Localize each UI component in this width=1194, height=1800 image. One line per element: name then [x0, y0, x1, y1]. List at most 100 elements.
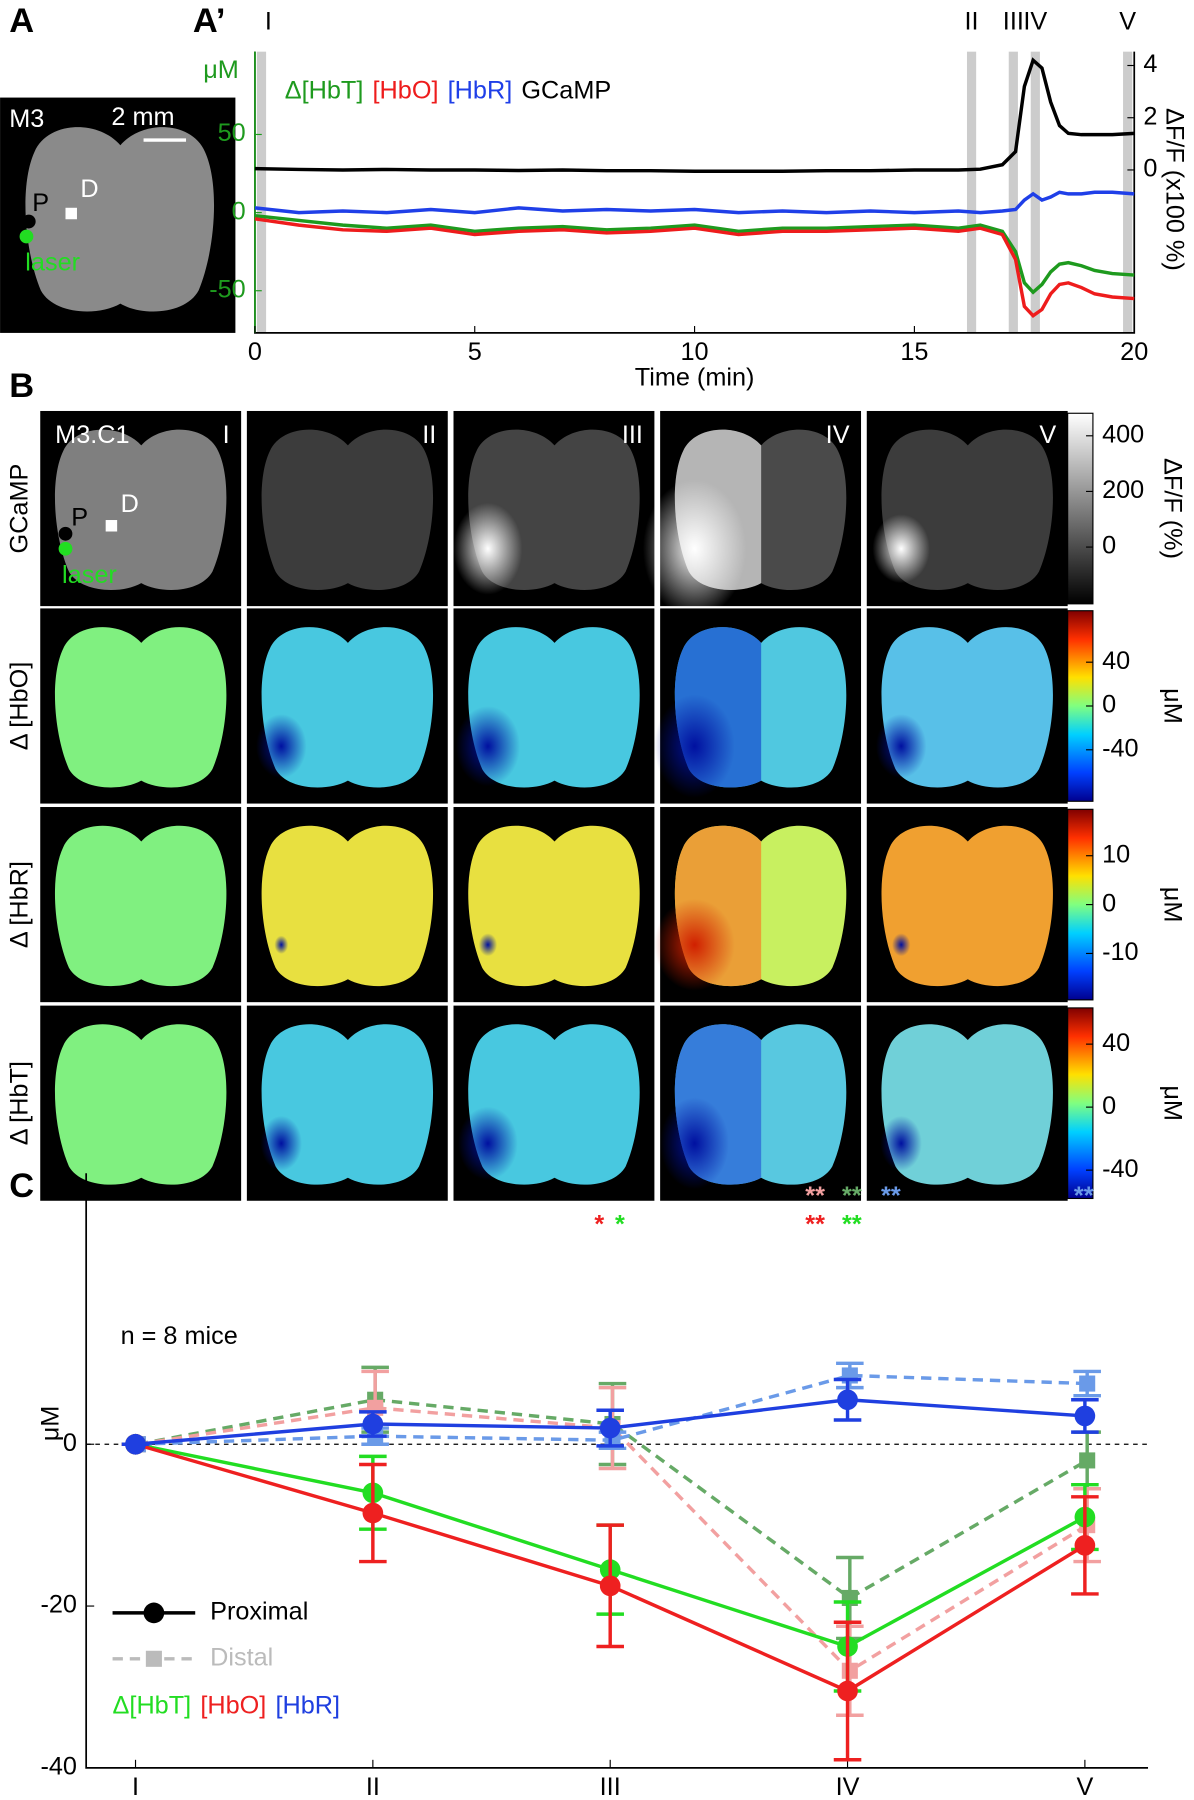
- significance: **: [881, 1182, 901, 1210]
- y-axis-label: μM: [36, 1406, 64, 1442]
- y2-axis-label: ΔF/F (x100 %): [1161, 108, 1189, 271]
- x-tick-label: 0: [248, 338, 262, 366]
- epoch-label: V: [1119, 8, 1136, 36]
- colorbar-label: μM: [1158, 688, 1186, 724]
- colorbar: [1067, 1007, 1094, 1200]
- y-tick-label: -40: [40, 1753, 76, 1781]
- brain-map: [54, 1024, 227, 1185]
- trace: [254, 190, 1135, 215]
- panel-label: A: [9, 2, 34, 40]
- colorbar-tick-label: -40: [1102, 734, 1139, 762]
- row-label: Δ [HbO]: [5, 662, 33, 750]
- colorbar-tick-label: 0: [1102, 1092, 1116, 1120]
- row-label: GCaMP: [5, 464, 33, 554]
- activation-spot: [453, 502, 523, 595]
- x-tick-label: I: [132, 1773, 139, 1800]
- activation-spot: [660, 1097, 730, 1190]
- epoch-band: [966, 51, 977, 333]
- mouse-id: M3: [9, 105, 44, 133]
- x-tick-label: IV: [836, 1773, 860, 1800]
- column-label: IV: [826, 421, 850, 449]
- scale-label: 2 mm: [111, 103, 174, 131]
- colorbar: [1067, 412, 1094, 605]
- significance: **: [842, 1211, 862, 1239]
- point-label: P: [71, 504, 88, 532]
- column-label: III: [622, 421, 643, 449]
- brain-map: [261, 429, 434, 591]
- column-label: I: [223, 421, 230, 449]
- x-tick-label: 20: [1120, 338, 1148, 366]
- colorbar-tick-label: 40: [1102, 1029, 1130, 1057]
- y2-tick-label: 0: [1143, 155, 1157, 183]
- x-tick-label: III: [600, 1773, 621, 1800]
- activation-spot: [872, 514, 930, 584]
- colorbar-tick-label: -40: [1102, 1155, 1139, 1183]
- point-label: laser: [62, 561, 117, 589]
- point-label: D: [121, 490, 139, 518]
- proximal-marker: [837, 1389, 858, 1411]
- row-label: Δ [HbR]: [5, 861, 33, 948]
- brain-map: [54, 825, 227, 987]
- axis-frame: [85, 1173, 1149, 1769]
- distal-marker: [841, 1662, 858, 1679]
- brain-map: [261, 825, 434, 987]
- colorbar-tick-label: -10: [1102, 938, 1139, 966]
- proximal-marker: [599, 1575, 621, 1597]
- y2-tick-label: 4: [1143, 50, 1157, 78]
- proximal-marker: [362, 1413, 384, 1435]
- legend-style: Distal: [210, 1643, 273, 1671]
- note: n = 8 mice: [121, 1322, 238, 1350]
- legend-entry: Δ[HbT]: [285, 77, 364, 105]
- activation-spot: [256, 714, 307, 779]
- point-d: [105, 520, 118, 532]
- x-tick-label: 15: [900, 338, 928, 366]
- proximal-marker: [1074, 1405, 1096, 1427]
- trace: [254, 57, 1135, 173]
- epoch-label: II: [965, 8, 979, 36]
- proximal-marker: [837, 1680, 858, 1702]
- colorbar-tick-label: 200: [1102, 476, 1144, 504]
- legend-entry: [HbR]: [275, 1692, 340, 1720]
- x-tick-label: 10: [681, 338, 709, 366]
- brain-map: [54, 627, 227, 788]
- y-tick-label: 50: [218, 119, 246, 147]
- colorbar-tick-label: 400: [1102, 420, 1144, 448]
- activation-spot: [654, 898, 735, 991]
- brain-outline: [25, 127, 215, 312]
- legend-marker: [143, 1602, 165, 1624]
- legend-entry: [HbO]: [200, 1692, 266, 1720]
- colorbar-label: ΔF/F (%): [1158, 458, 1186, 559]
- activation-spot: [654, 694, 735, 798]
- panel-label: C: [9, 1167, 34, 1205]
- distal-marker: [1079, 1452, 1096, 1469]
- colorbar-tick-label: 0: [1102, 532, 1116, 560]
- laser-point: [19, 229, 34, 244]
- panel-label: A’: [193, 2, 226, 40]
- epoch-label: I: [265, 8, 272, 36]
- x-tick-label: V: [1076, 1773, 1093, 1800]
- colorbar-label: μM: [1158, 887, 1186, 923]
- epoch-band: [256, 51, 267, 333]
- x-tick-label: II: [366, 1773, 380, 1800]
- distal-line: [137, 1398, 1089, 1601]
- x-axis-label: Time (min): [635, 363, 755, 391]
- activation-spot: [274, 935, 289, 954]
- y-tick-label: 0: [63, 1429, 77, 1457]
- point-d: [65, 207, 77, 220]
- column-label: V: [1039, 421, 1056, 449]
- point-label: P: [32, 189, 49, 217]
- distal-marker: [1079, 1375, 1096, 1392]
- activation-spot: [478, 933, 498, 957]
- legend-style: Proximal: [210, 1598, 308, 1626]
- epoch-band: [1030, 51, 1040, 333]
- y-tick-label: 0: [232, 197, 246, 225]
- significance: *: [594, 1211, 604, 1239]
- activation-spot: [642, 479, 747, 618]
- distal-line: [137, 1406, 1089, 1673]
- inset-label: M3.C1: [55, 421, 129, 449]
- row-label: Δ [HbT]: [5, 1061, 33, 1145]
- epoch-band: [1008, 51, 1018, 333]
- y-tick-label: -20: [40, 1591, 76, 1619]
